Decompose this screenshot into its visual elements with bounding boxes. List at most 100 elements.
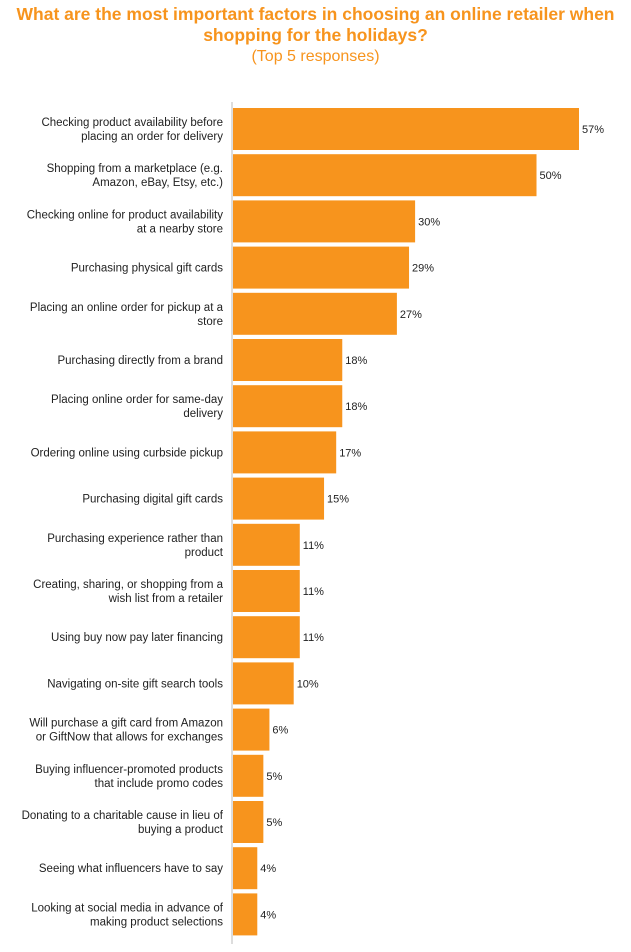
bar-value-label: 11% xyxy=(303,632,324,644)
category-label-line: delivery xyxy=(183,408,223,420)
category-label-line: Navigating on-site gift search tools xyxy=(47,678,223,690)
bar-row: 5% Buying influencer-promoted products tha… xyxy=(35,754,282,797)
bar-value-label: 11% xyxy=(303,586,324,598)
bar-row: 17% Ordering online using curbside pickup xyxy=(31,431,361,474)
bar-row: 29% Purchasing physical gift cards xyxy=(71,246,434,289)
category-label-line: or GiftNow that allows for exchanges xyxy=(36,732,224,744)
category-label-line: Using buy now pay later financing xyxy=(51,632,223,644)
bar-category-label: Creating, sharing, or shopping from a wis… xyxy=(33,579,223,605)
bar-value-label: 18% xyxy=(345,355,367,367)
bar-row: 18% Purchasing directly from a brand xyxy=(57,339,367,381)
category-label-line: Ordering online using curbside pickup xyxy=(31,447,223,459)
bar xyxy=(233,893,258,936)
bar xyxy=(233,477,325,520)
chart-subtitle: (Top 5 responses) xyxy=(251,48,380,65)
bar xyxy=(233,523,300,566)
bar-category-label: Buying influencer-promoted products that … xyxy=(35,764,223,790)
bar-value-label: 15% xyxy=(327,494,349,506)
category-label-line: that include promo codes xyxy=(95,778,224,790)
bar xyxy=(233,570,300,612)
bar xyxy=(233,385,343,428)
bar-value-label: 57% xyxy=(582,124,604,136)
bar xyxy=(233,431,337,474)
bar xyxy=(233,292,397,335)
bar-row: 27% Placing an online order for pickup at… xyxy=(30,292,422,335)
bar-row: 4% Seeing what influencers have to say xyxy=(39,847,276,890)
bar-row: 15% Purchasing digital gift cards xyxy=(82,477,349,520)
chart-header: What are the most important factors in c… xyxy=(0,4,631,67)
bar-category-label: Looking at social media in advance of mak… xyxy=(31,902,224,928)
category-label-line: Purchasing experience rather than xyxy=(47,533,223,545)
bar-value-label: 4% xyxy=(260,909,276,921)
bar xyxy=(233,616,300,659)
bar-value-label: 27% xyxy=(400,309,422,321)
bar-category-label: Purchasing digital gift cards xyxy=(82,494,223,506)
category-label-line: placing an order for delivery xyxy=(81,131,223,143)
bar-category-label: Purchasing physical gift cards xyxy=(71,263,223,275)
bar-category-label: Placing online order for same-day deliver… xyxy=(51,394,223,420)
bar-value-label: 29% xyxy=(412,263,434,275)
chart-title: What are the most important factors in c… xyxy=(16,4,615,45)
category-label-line: Seeing what influencers have to say xyxy=(39,863,223,875)
category-label-line: Amazon, eBay, Etsy, etc.) xyxy=(92,177,223,189)
bar-value-label: 50% xyxy=(540,170,562,182)
bar xyxy=(233,108,579,150)
category-label-line: wish list from a retailer xyxy=(108,593,224,605)
category-label-line: store xyxy=(197,316,223,328)
bar-row: 50% Shopping from a marketplace (e.g. Amaz… xyxy=(47,154,562,197)
bar-category-label: Will purchase a gift card from Amazon or … xyxy=(29,718,223,744)
bar-category-label: Ordering online using curbside pickup xyxy=(31,447,223,459)
bar-category-label: Placing an online order for pickup at a s… xyxy=(30,302,224,328)
category-label-line: Creating, sharing, or shopping from a xyxy=(33,579,223,591)
category-label-line: Shopping from a marketplace (e.g. xyxy=(47,163,223,175)
bar-category-label: Navigating on-site gift search tools xyxy=(47,678,223,690)
bar-row: 18% Placing online order for same-day deli… xyxy=(51,385,367,428)
category-label-line: Placing an online order for pickup at a xyxy=(30,302,224,314)
bar-value-label: 4% xyxy=(260,863,276,875)
bar-value-label: 17% xyxy=(339,447,361,459)
bar xyxy=(233,200,416,243)
category-label-line: making product selections xyxy=(90,916,223,928)
bar-row: 10% Navigating on-site gift search tools xyxy=(47,662,319,705)
category-label-line: Placing online order for same-day xyxy=(51,394,223,406)
bar-row: 5% Donating to a charitable cause in lieu… xyxy=(22,801,282,843)
category-label-line: Looking at social media in advance of xyxy=(31,902,224,914)
bar xyxy=(233,708,270,751)
bar-category-label: Shopping from a marketplace (e.g. Amazon,… xyxy=(47,163,224,189)
bar-category-label: Purchasing directly from a brand xyxy=(57,355,223,367)
bar xyxy=(233,339,343,381)
bar-row: 6% Will purchase a gift card from Amazon o… xyxy=(29,708,289,751)
category-label-line: buying a product xyxy=(138,824,224,836)
bar-value-label: 11% xyxy=(303,540,324,552)
bar-row: 4% Looking at social media in advance of m… xyxy=(31,893,276,936)
category-label-line: Checking product availability before xyxy=(41,117,223,129)
bar-value-label: 5% xyxy=(266,771,282,783)
bar-value-label: 6% xyxy=(272,725,288,737)
bar-row: 11% Using buy now pay later financing xyxy=(51,616,324,659)
bar-category-label: Donating to a charitable cause in lieu o… xyxy=(22,810,224,836)
bar-row: 57% Checking product availability before p… xyxy=(41,108,604,150)
bar xyxy=(233,662,294,705)
category-label-line: Purchasing physical gift cards xyxy=(71,263,223,275)
bar-category-label: Seeing what influencers have to say xyxy=(39,863,223,875)
bar xyxy=(233,847,258,890)
bar-value-label: 5% xyxy=(266,817,282,829)
bar xyxy=(233,246,410,289)
category-label-line: Purchasing digital gift cards xyxy=(82,494,223,506)
bar-row: 11% Creating, sharing, or shopping from a… xyxy=(33,570,324,612)
bar-category-label: Checking online for product availability… xyxy=(27,209,223,235)
bar-category-label: Purchasing experience rather than product xyxy=(47,533,224,559)
category-label-line: at a nearby store xyxy=(137,223,223,235)
category-label-line: Donating to a charitable cause in lieu o… xyxy=(22,810,224,822)
bar xyxy=(233,154,537,197)
bar-category-label: Using buy now pay later financing xyxy=(51,632,223,644)
category-label-line: Purchasing directly from a brand xyxy=(57,355,223,367)
bar-row: 11% Purchasing experience rather than prod… xyxy=(47,523,324,566)
bar-category-label: Checking product availability before plac… xyxy=(41,117,223,143)
category-label-line: product xyxy=(185,547,224,559)
category-label-line: Checking online for product availability xyxy=(27,209,223,221)
bar-value-label: 30% xyxy=(418,216,440,228)
bar-value-label: 10% xyxy=(297,678,319,690)
bar xyxy=(233,754,264,797)
